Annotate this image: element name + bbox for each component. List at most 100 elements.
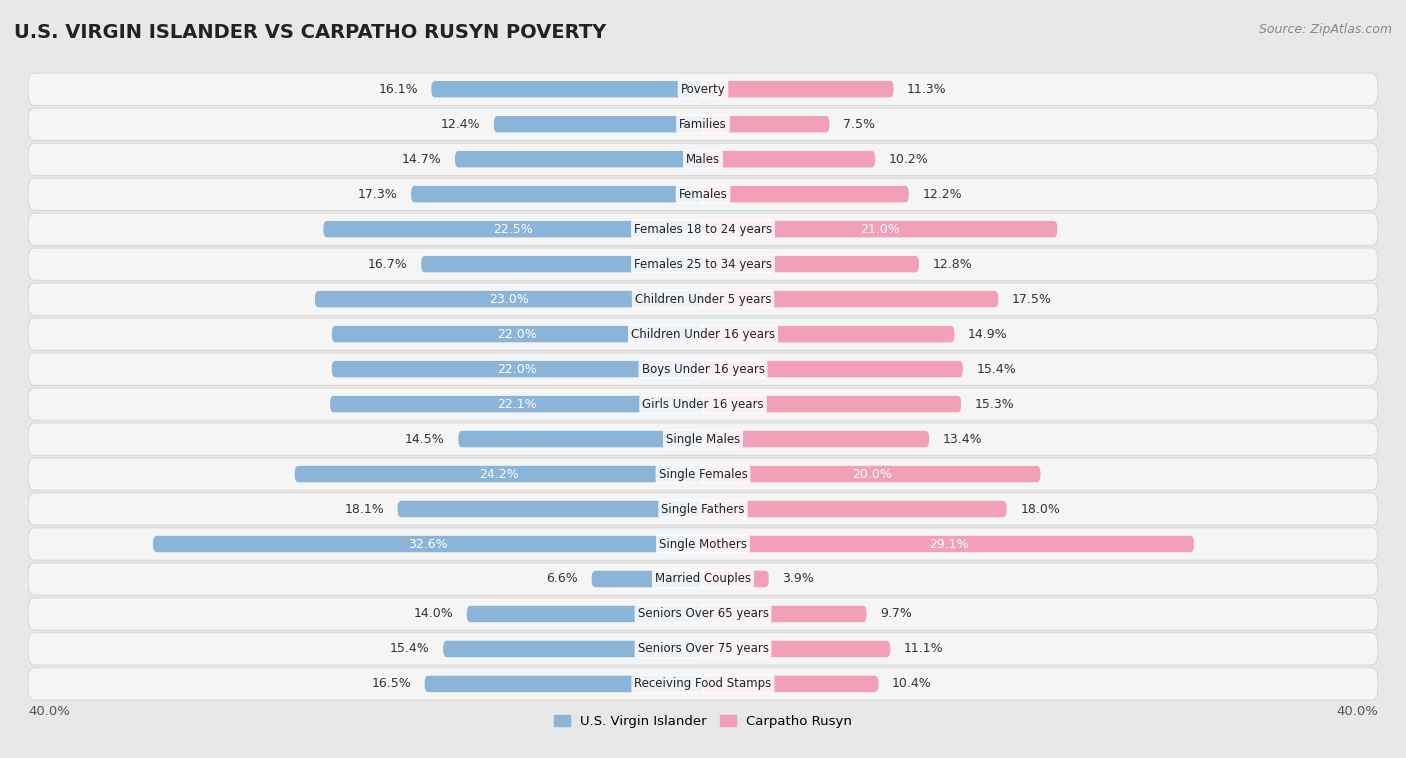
FancyBboxPatch shape (28, 213, 1378, 246)
Text: Girls Under 16 years: Girls Under 16 years (643, 398, 763, 411)
FancyBboxPatch shape (28, 143, 1378, 175)
Text: 7.5%: 7.5% (844, 117, 875, 130)
FancyBboxPatch shape (422, 256, 703, 272)
FancyBboxPatch shape (703, 606, 866, 622)
FancyBboxPatch shape (456, 151, 703, 168)
FancyBboxPatch shape (28, 178, 1378, 210)
Text: 13.4%: 13.4% (942, 433, 983, 446)
Text: Children Under 5 years: Children Under 5 years (634, 293, 772, 305)
Text: 23.0%: 23.0% (489, 293, 529, 305)
Text: 16.1%: 16.1% (378, 83, 418, 96)
Text: 32.6%: 32.6% (408, 537, 447, 550)
FancyBboxPatch shape (28, 73, 1378, 105)
Text: Married Couples: Married Couples (655, 572, 751, 585)
FancyBboxPatch shape (703, 396, 962, 412)
Text: 15.4%: 15.4% (976, 362, 1017, 375)
FancyBboxPatch shape (703, 81, 894, 98)
FancyBboxPatch shape (330, 396, 703, 412)
FancyBboxPatch shape (703, 641, 890, 657)
Text: Families: Families (679, 117, 727, 130)
FancyBboxPatch shape (703, 431, 929, 447)
FancyBboxPatch shape (703, 221, 1057, 237)
Text: 20.0%: 20.0% (852, 468, 891, 481)
FancyBboxPatch shape (28, 458, 1378, 490)
Text: 24.2%: 24.2% (479, 468, 519, 481)
Text: 22.5%: 22.5% (494, 223, 533, 236)
FancyBboxPatch shape (703, 501, 1007, 517)
FancyBboxPatch shape (323, 221, 703, 237)
FancyBboxPatch shape (28, 668, 1378, 700)
FancyBboxPatch shape (295, 466, 703, 482)
Text: U.S. VIRGIN ISLANDER VS CARPATHO RUSYN POVERTY: U.S. VIRGIN ISLANDER VS CARPATHO RUSYN P… (14, 23, 606, 42)
Text: Single Females: Single Females (658, 468, 748, 481)
Text: 22.0%: 22.0% (498, 362, 537, 375)
FancyBboxPatch shape (28, 563, 1378, 595)
FancyBboxPatch shape (28, 283, 1378, 315)
Legend: U.S. Virgin Islander, Carpatho Rusyn: U.S. Virgin Islander, Carpatho Rusyn (548, 709, 858, 733)
FancyBboxPatch shape (332, 361, 703, 377)
FancyBboxPatch shape (28, 598, 1378, 630)
Text: 14.5%: 14.5% (405, 433, 444, 446)
FancyBboxPatch shape (425, 675, 703, 692)
FancyBboxPatch shape (153, 536, 703, 553)
Text: 10.4%: 10.4% (891, 678, 932, 691)
Text: Poverty: Poverty (681, 83, 725, 96)
Text: Receiving Food Stamps: Receiving Food Stamps (634, 678, 772, 691)
Text: 17.5%: 17.5% (1012, 293, 1052, 305)
Text: Females 25 to 34 years: Females 25 to 34 years (634, 258, 772, 271)
Text: 16.7%: 16.7% (368, 258, 408, 271)
Text: 11.1%: 11.1% (904, 643, 943, 656)
Text: Males: Males (686, 152, 720, 166)
Text: Single Mothers: Single Mothers (659, 537, 747, 550)
Text: Females: Females (679, 188, 727, 201)
Text: 15.3%: 15.3% (974, 398, 1014, 411)
FancyBboxPatch shape (703, 186, 908, 202)
Text: Source: ZipAtlas.com: Source: ZipAtlas.com (1258, 23, 1392, 36)
FancyBboxPatch shape (411, 186, 703, 202)
Text: Seniors Over 65 years: Seniors Over 65 years (637, 607, 769, 621)
Text: Single Males: Single Males (666, 433, 740, 446)
Text: 14.9%: 14.9% (967, 327, 1008, 340)
FancyBboxPatch shape (703, 466, 1040, 482)
Text: Seniors Over 75 years: Seniors Over 75 years (637, 643, 769, 656)
Text: 12.2%: 12.2% (922, 188, 962, 201)
FancyBboxPatch shape (443, 641, 703, 657)
FancyBboxPatch shape (28, 248, 1378, 280)
Text: Single Fathers: Single Fathers (661, 503, 745, 515)
FancyBboxPatch shape (28, 633, 1378, 665)
Text: 22.1%: 22.1% (496, 398, 536, 411)
Text: 10.2%: 10.2% (889, 152, 928, 166)
Text: 12.8%: 12.8% (932, 258, 972, 271)
Text: 18.1%: 18.1% (344, 503, 384, 515)
FancyBboxPatch shape (28, 493, 1378, 525)
FancyBboxPatch shape (703, 536, 1194, 553)
Text: 22.0%: 22.0% (498, 327, 537, 340)
FancyBboxPatch shape (592, 571, 703, 587)
Text: 40.0%: 40.0% (1336, 705, 1378, 718)
Text: 3.9%: 3.9% (782, 572, 814, 585)
FancyBboxPatch shape (703, 151, 875, 168)
FancyBboxPatch shape (494, 116, 703, 133)
FancyBboxPatch shape (703, 675, 879, 692)
Text: 12.4%: 12.4% (440, 117, 481, 130)
Text: 29.1%: 29.1% (929, 537, 969, 550)
FancyBboxPatch shape (703, 361, 963, 377)
Text: 9.7%: 9.7% (880, 607, 912, 621)
Text: 15.4%: 15.4% (389, 643, 430, 656)
FancyBboxPatch shape (398, 501, 703, 517)
FancyBboxPatch shape (432, 81, 703, 98)
FancyBboxPatch shape (28, 353, 1378, 385)
FancyBboxPatch shape (28, 423, 1378, 455)
Text: Children Under 16 years: Children Under 16 years (631, 327, 775, 340)
Text: Boys Under 16 years: Boys Under 16 years (641, 362, 765, 375)
Text: 11.3%: 11.3% (907, 83, 946, 96)
FancyBboxPatch shape (28, 388, 1378, 420)
FancyBboxPatch shape (315, 291, 703, 307)
FancyBboxPatch shape (703, 116, 830, 133)
Text: 16.5%: 16.5% (371, 678, 411, 691)
FancyBboxPatch shape (703, 256, 920, 272)
Text: 17.3%: 17.3% (359, 188, 398, 201)
FancyBboxPatch shape (703, 326, 955, 343)
Text: 18.0%: 18.0% (1021, 503, 1060, 515)
FancyBboxPatch shape (28, 528, 1378, 560)
